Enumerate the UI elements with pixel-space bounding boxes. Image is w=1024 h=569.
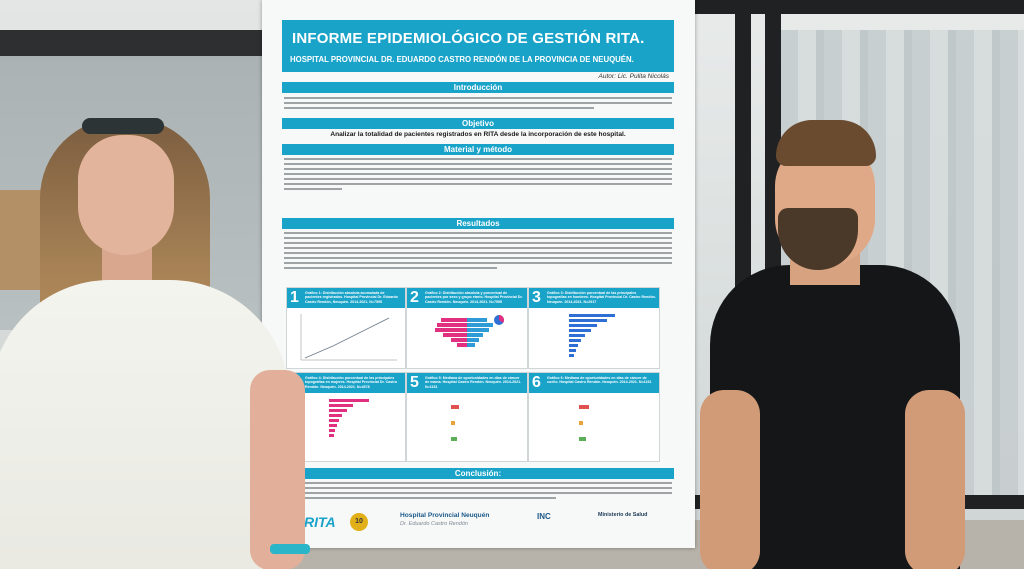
conclusion-text [284,482,672,502]
chart-1-caption: Gráfico 1: Distribución absoluta acumula… [305,291,398,304]
section-objective: Objetivo [282,118,674,129]
chart-3-number: 3 [532,289,541,306]
sponsor-logos: RITA 10 Hospital Provincial Neuquén Dr. … [282,508,674,542]
man-beard [778,208,858,270]
chart-panel-5: 5 Gráfico 5: Mediana de oportunidades en … [406,372,528,462]
chart-6-plot [579,405,589,441]
chart-panel-4: 4Gráfico 4: Distribución porcentual de l… [286,372,406,462]
inc-logo: INC [537,512,551,521]
anniversary-badge: 10 [350,513,368,531]
man-left-arm [700,390,760,569]
hospital-logo-name: Hospital Provincial Neuquén [400,512,490,519]
chart-6-caption: Gráfico 6: Mediana de oportunidades en d… [547,376,652,385]
chart-5-caption: Gráfico 5: Mediana de oportunidades en d… [425,376,522,389]
poster-subtitle: HOSPITAL PROVINCIAL DR. EDUARDO CASTRO R… [290,55,634,64]
section-methods: Material y método [282,144,674,155]
hospital-logo-sub: Dr. Eduardo Castro Rendón [400,521,468,527]
ministry-logo: Ministerio de Salud [598,512,648,518]
chart-panel-6: 6 Gráfico 6: Mediana de oportunidades en … [528,372,660,462]
poster: INFORME EPIDEMIOLÓGICO DE GESTIÓN RITA. … [262,0,695,548]
chart-1-number: 1 [290,289,299,306]
chart-panel-2: 2 Gráfico 2: Distribución absoluta y porc… [406,287,528,369]
objective-text: Analizar la totalidad de pacientes regis… [330,131,626,138]
poster-title: INFORME EPIDEMIOLÓGICO DE GESTIÓN RITA. [292,30,645,47]
intro-text [284,97,672,112]
section-results: Resultados [282,218,674,229]
section-conclusion: Conclusión: [282,468,674,479]
chart-4-plot [329,399,369,437]
woman-arm [250,370,305,569]
chart-3-caption: Gráfico 3: Distribución porcentual de la… [547,291,656,304]
chart-2-number: 2 [410,289,419,306]
chart-1-plot [300,314,397,361]
rita-logo: RITA [304,514,336,530]
wristband [270,544,310,554]
woman-face [78,135,174,255]
chart-panel-1: 1 Gráfico 1: Distribución absoluta acumul… [286,287,406,369]
window-frame-top [690,0,1024,14]
left-window-frame [0,30,262,56]
man-hair [776,120,876,166]
chart-2-caption: Gráfico 2: Distribución absoluta y porce… [425,291,523,304]
woman-white-blouse [0,280,290,569]
chart-panel-3: 3 Gráfico 3: Distribución porcentual de l… [528,287,660,369]
chart-3-plot [569,314,615,357]
chart-5-number: 5 [410,374,419,391]
section-intro: Introducción [282,82,674,93]
man-right-arm [905,390,965,569]
sunglasses-icon [82,118,164,134]
results-text [284,232,672,272]
chart-5-plot [451,405,459,441]
poster-author: Autor: Lic. Pulita Nicolás [598,73,669,80]
methods-text [284,158,672,193]
chart-2-plot [435,315,504,347]
poster-title-block: INFORME EPIDEMIOLÓGICO DE GESTIÓN RITA. … [282,20,674,72]
chart-4-caption: Gráfico 4: Distribución porcentual de la… [305,376,398,389]
chart-6-number: 6 [532,374,541,391]
hospital-logo: Hospital Provincial Neuquén Dr. Eduardo … [400,512,510,528]
